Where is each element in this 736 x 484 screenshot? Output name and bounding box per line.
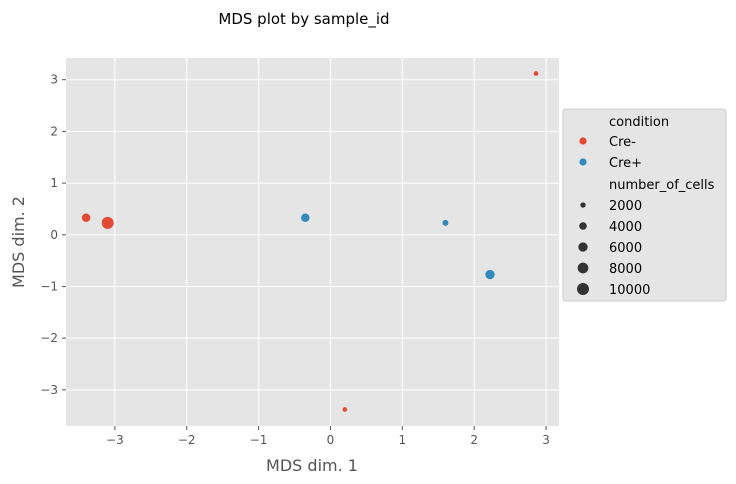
- legend-size-title: number_of_cells: [609, 178, 715, 193]
- legend-size-items: 2000 4000 6000 8000 10000: [577, 199, 650, 298]
- x-tick-label: −2: [178, 433, 196, 447]
- y-tick-label: 0: [50, 228, 58, 242]
- data-point: [442, 219, 449, 226]
- axis-ticks: −3 −2 −1 0 1 2 3 −3 −2 −1 0 1 2 3: [40, 73, 550, 447]
- x-tick-label: −1: [250, 433, 268, 447]
- x-tick-label: 2: [470, 433, 478, 447]
- data-point: [533, 71, 539, 76]
- y-tick-label: −2: [40, 331, 58, 345]
- y-axis-label: MDS dim. 2: [9, 196, 28, 288]
- data-point: [301, 213, 310, 222]
- legend-size-marker: [577, 283, 589, 295]
- legend-marker: [579, 137, 587, 145]
- legend-size-label: 4000: [609, 220, 642, 235]
- legend-size-marker: [577, 262, 589, 274]
- x-tick-label: 3: [542, 433, 550, 447]
- legend-marker: [579, 158, 587, 166]
- legend-size-label: 6000: [609, 241, 642, 256]
- legend-box: [562, 108, 727, 302]
- legend-hue-title: condition: [609, 115, 669, 130]
- x-tick-label: 0: [327, 433, 335, 447]
- legend-label: Cre-: [609, 135, 636, 150]
- legend-size-marker: [579, 222, 587, 230]
- y-tick-label: 1: [50, 176, 58, 190]
- x-tick-label: 1: [399, 433, 407, 447]
- y-tick-label: −3: [40, 383, 58, 397]
- data-point: [101, 216, 114, 229]
- legend-size-label: 10000: [609, 283, 650, 298]
- data-point: [81, 213, 91, 222]
- x-axis-label: MDS dim. 1: [266, 456, 358, 475]
- y-tick-label: −1: [40, 279, 58, 293]
- y-tick-label: 2: [50, 124, 58, 138]
- legend-size-label: 8000: [609, 262, 642, 277]
- plot-area: [66, 58, 559, 426]
- legend: condition Cre- Cre+ number_of_cells 2000 4…: [562, 108, 727, 302]
- data-points: [81, 71, 539, 412]
- legend-label: Cre+: [609, 156, 642, 171]
- y-tick-label: 3: [50, 73, 58, 87]
- legend-size-label: 2000: [609, 199, 642, 214]
- legend-hue-items: Cre- Cre+: [579, 135, 642, 171]
- legend-size-marker: [578, 242, 588, 252]
- grid-lines: [66, 58, 559, 426]
- chart-title: MDS plot by sample_id: [218, 10, 389, 29]
- x-tick-label: −3: [106, 433, 124, 447]
- legend-size-marker: [580, 202, 586, 208]
- data-point: [485, 269, 495, 280]
- data-point: [342, 407, 348, 412]
